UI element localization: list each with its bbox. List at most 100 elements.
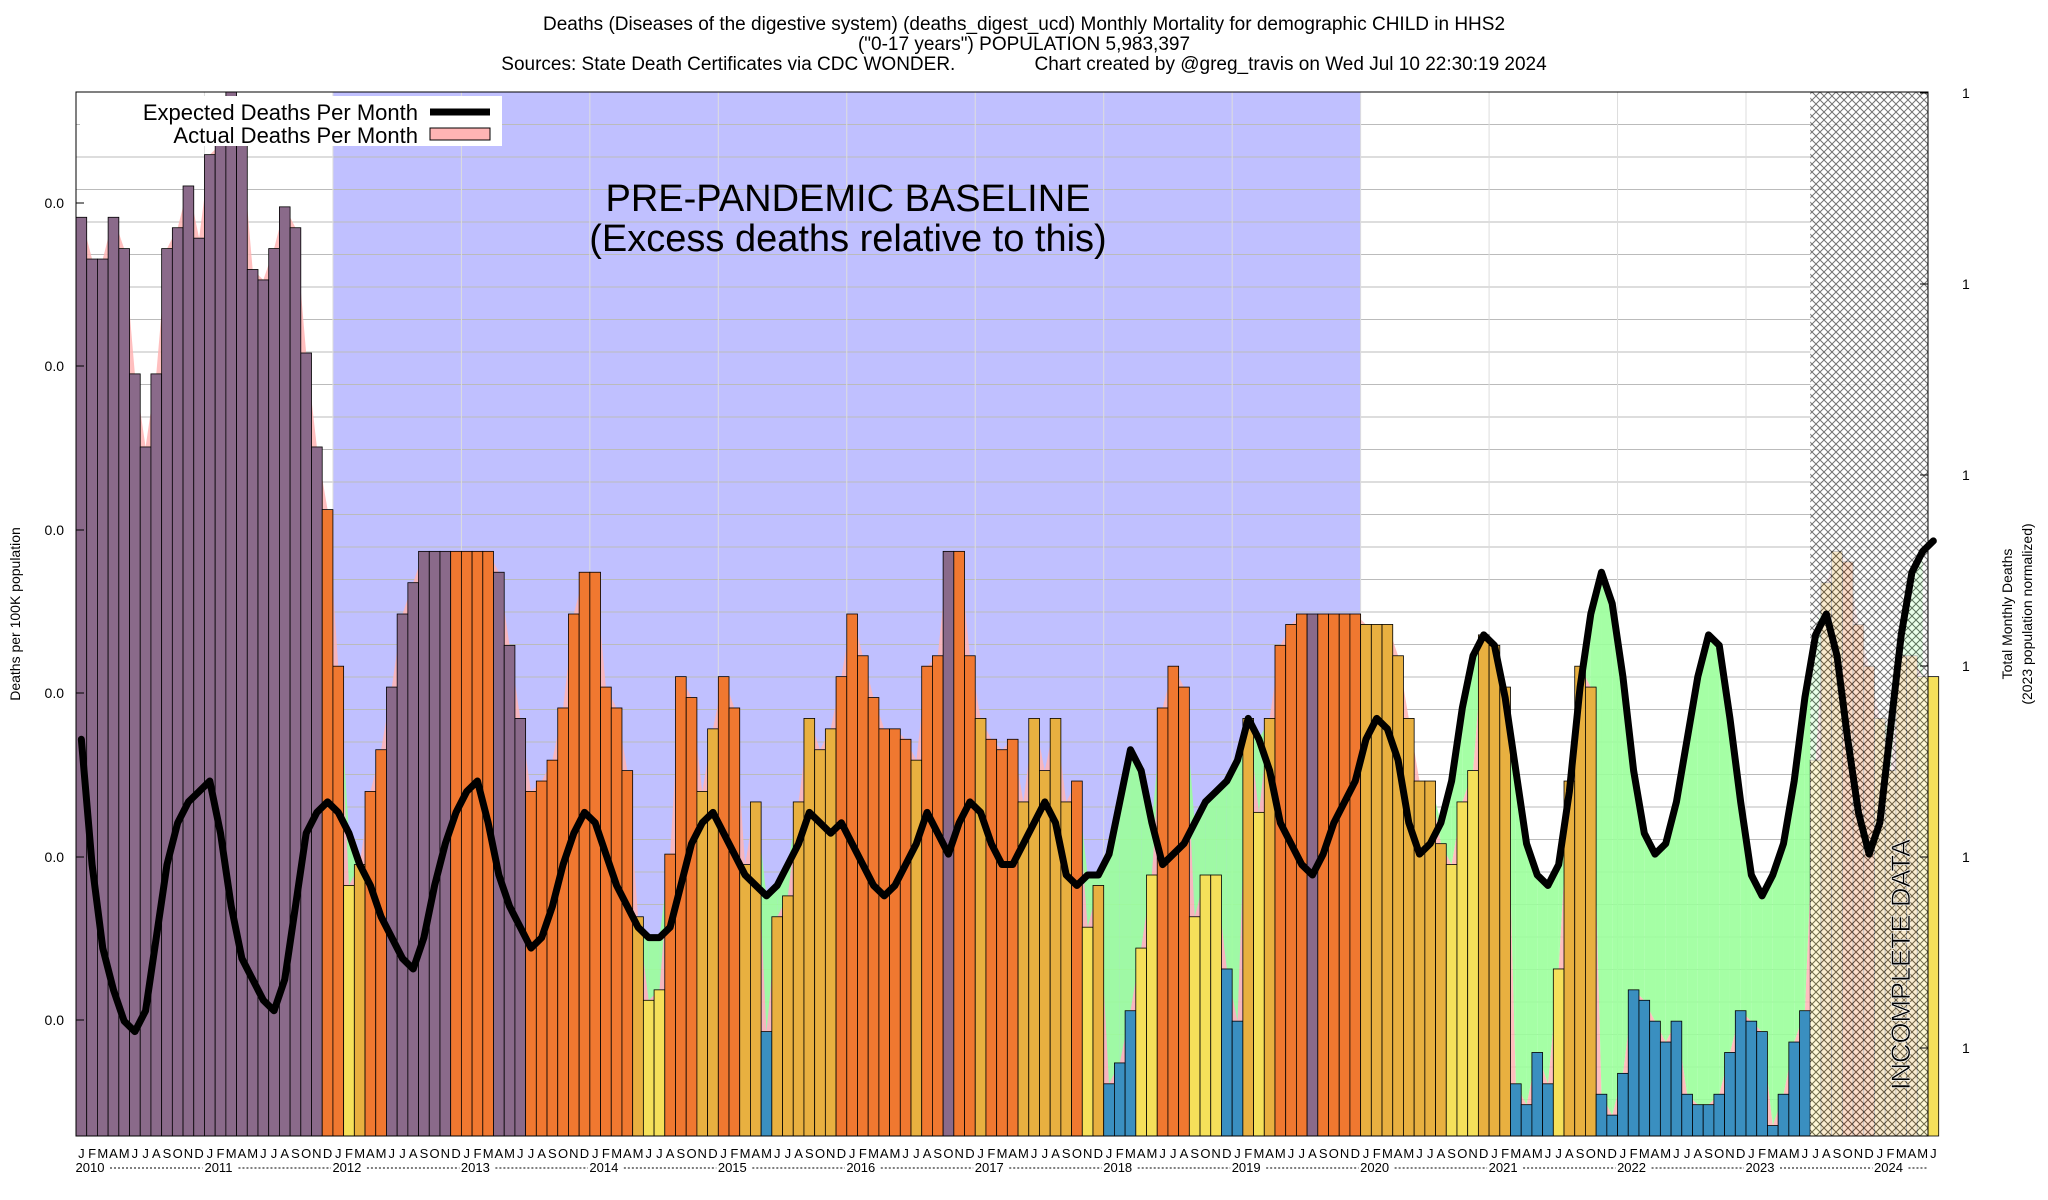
month-tick-label: A xyxy=(794,1146,803,1161)
month-bar xyxy=(600,686,612,1137)
month-tick-label: A xyxy=(109,1146,118,1161)
excess-gap-fill xyxy=(1130,749,1142,1011)
month-bar xyxy=(1617,1072,1629,1137)
month-bar xyxy=(525,791,537,1137)
month-bar xyxy=(1360,624,1372,1137)
month-tick-label: S xyxy=(291,1146,300,1161)
month-bar xyxy=(1435,843,1447,1137)
month-bar xyxy=(835,676,848,1137)
month-bar xyxy=(878,728,890,1137)
month-tick-label: A xyxy=(880,1146,889,1161)
excess-gap-fill xyxy=(1687,676,1698,1105)
month-bar xyxy=(1295,613,1308,1137)
month-tick-label: J xyxy=(1288,1146,1295,1161)
month-tick-label: D xyxy=(451,1146,460,1161)
month-tick-label: A xyxy=(1137,1146,1146,1161)
month-bar xyxy=(985,738,998,1137)
month-bar xyxy=(889,728,901,1137)
month-bar xyxy=(1713,1093,1726,1137)
month-bar xyxy=(1049,718,1062,1137)
month-bar xyxy=(396,613,409,1137)
right-tick-label: 1 xyxy=(1962,85,1970,101)
month-tick-label: J xyxy=(1042,1146,1049,1161)
month-bar xyxy=(932,655,944,1137)
month-tick-label: O xyxy=(558,1146,568,1161)
month-tick-label: M xyxy=(1146,1146,1157,1161)
month-tick-label: J xyxy=(1620,1146,1627,1161)
month-tick-label: A xyxy=(1522,1146,1531,1161)
month-tick-label: N xyxy=(954,1146,963,1161)
month-bar xyxy=(750,801,762,1137)
month-bar xyxy=(460,550,473,1137)
month-tick-label: M xyxy=(1254,1146,1265,1161)
month-tick-label: M xyxy=(1403,1146,1414,1161)
month-tick-label: A xyxy=(495,1146,504,1161)
month-bar xyxy=(1338,613,1351,1137)
month-tick-label: A xyxy=(409,1146,418,1161)
month-bar xyxy=(557,707,569,1137)
month-bar xyxy=(1178,686,1190,1137)
month-bar xyxy=(1702,1104,1715,1137)
month-tick-label: S xyxy=(1833,1146,1842,1161)
month-tick-label: S xyxy=(933,1146,942,1161)
excess-gap-fill xyxy=(1676,739,1688,1095)
excess-gap-fill xyxy=(1205,791,1217,875)
month-tick-label: A xyxy=(1180,1146,1189,1161)
month-tick-label: M xyxy=(354,1146,365,1161)
excess-gap-fill xyxy=(1740,801,1752,1022)
month-tick-label: A xyxy=(1908,1146,1917,1161)
month-tick-label: N xyxy=(1597,1146,1606,1161)
month-bar xyxy=(589,571,601,1137)
legend-actual-label: Actual Deaths Per Month xyxy=(173,123,418,148)
expected-deaths-line xyxy=(77,537,1937,1036)
month-tick-label: J xyxy=(1416,1146,1423,1161)
legend-actual-swatch xyxy=(429,127,491,141)
excess-gap-fill xyxy=(1109,801,1120,1084)
month-bar xyxy=(1542,1083,1554,1137)
month-tick-label: J xyxy=(913,1146,920,1161)
excess-gap-fill xyxy=(1194,801,1206,917)
month-bar xyxy=(1477,634,1490,1137)
month-bar xyxy=(974,718,987,1137)
month-bar xyxy=(1606,1114,1618,1137)
month-tick-label: D xyxy=(1479,1146,1488,1161)
month-tick-label: M xyxy=(1018,1146,1029,1161)
month-tick-label: J xyxy=(720,1146,727,1161)
year-tick-label: 2021 xyxy=(1489,1160,1518,1175)
month-tick-label: A xyxy=(1394,1146,1403,1161)
month-bar xyxy=(246,269,259,1137)
month-tick-label: M xyxy=(761,1146,772,1161)
right-tick-label: 1 xyxy=(1962,658,1970,674)
month-bar xyxy=(139,446,152,1137)
right-tick-label: 1 xyxy=(1962,1040,1970,1056)
right-tick-label: 1 xyxy=(1962,276,1970,292)
month-tick-label: A xyxy=(1565,1146,1574,1161)
month-bar xyxy=(1659,1041,1672,1137)
month-bar xyxy=(353,864,366,1137)
month-tick-label: A xyxy=(537,1146,546,1161)
month-tick-label: M xyxy=(1275,1146,1286,1161)
month-bar xyxy=(1370,624,1383,1137)
month-bar xyxy=(386,686,398,1137)
month-bar xyxy=(1156,707,1169,1137)
month-bar xyxy=(867,697,880,1137)
month-bar xyxy=(1349,613,1362,1137)
month-tick-label: D xyxy=(965,1146,974,1161)
month-tick-label: J xyxy=(645,1146,652,1161)
month-tick-label: J xyxy=(389,1146,396,1161)
year-tick-label: 2015 xyxy=(718,1160,747,1175)
month-bar xyxy=(632,916,644,1137)
month-tick-label: S xyxy=(420,1146,429,1161)
month-bar xyxy=(1520,1104,1533,1137)
month-bar xyxy=(1114,1062,1126,1137)
excess-gap-fill xyxy=(1601,572,1613,1116)
month-tick-label: O xyxy=(1586,1146,1596,1161)
month-tick-label: J xyxy=(463,1146,470,1161)
month-tick-label: S xyxy=(548,1146,557,1161)
month-tick-label: O xyxy=(1457,1146,1467,1161)
month-bar xyxy=(364,791,377,1137)
month-tick-label: M xyxy=(890,1146,901,1161)
month-bar xyxy=(75,216,88,1137)
year-tick-label: 2019 xyxy=(1232,1160,1261,1175)
